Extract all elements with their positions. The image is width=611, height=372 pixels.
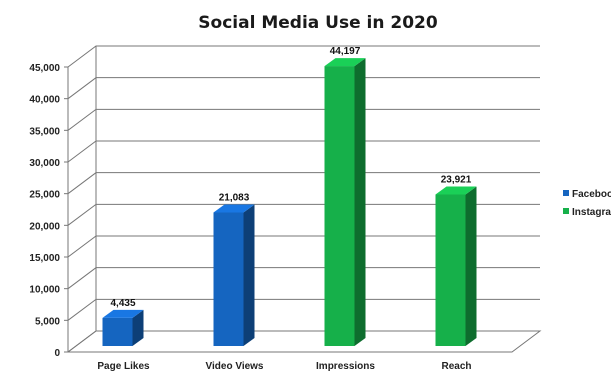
bar-side <box>132 309 144 346</box>
y-tick-label: 20,000 <box>29 221 60 232</box>
bar-front <box>102 317 133 346</box>
data-label: 23,921 <box>441 175 472 186</box>
bar <box>324 58 366 347</box>
x-category-label: Reach <box>441 361 471 372</box>
y-tick-label: 30,000 <box>29 158 60 169</box>
gridline <box>67 172 540 195</box>
y-tick-label: 40,000 <box>29 95 60 106</box>
gridline <box>67 77 540 100</box>
y-tick-label: 10,000 <box>29 285 60 296</box>
x-category-label: Video Views <box>206 361 264 372</box>
y-tick-label: 35,000 <box>29 126 60 137</box>
y-tick-label: 5,000 <box>35 316 60 327</box>
bars: 4,435 21,083 44,197 23,921 <box>102 46 477 347</box>
legend-label: Instagram <box>572 207 611 218</box>
bar-top <box>324 58 366 67</box>
bar-front <box>324 66 355 346</box>
y-tick-label: 15,000 <box>29 253 60 264</box>
bar <box>213 204 255 346</box>
chart-title: Social Media Use in 2020 <box>198 13 438 33</box>
gridline <box>67 108 540 131</box>
bar-front <box>213 212 244 346</box>
legend-swatch <box>563 208 569 214</box>
y-axis-ticks: 0 5,000 10,000 15,000 20,000 25,000 30,000 35,0… <box>29 63 68 359</box>
bar-top <box>435 186 477 195</box>
bar-top <box>213 204 255 213</box>
legend: Facebook Instagram <box>563 189 611 218</box>
data-label: 4,435 <box>110 298 135 309</box>
y-tick-label: 0 <box>54 348 60 359</box>
x-category-label: Page Likes <box>97 361 150 372</box>
bar <box>102 309 144 346</box>
bar-front <box>435 194 466 346</box>
y-tick-label: 45,000 <box>29 63 60 74</box>
gridline <box>67 235 540 258</box>
legend-label: Facebook <box>572 189 611 200</box>
data-label: 44,197 <box>330 46 361 57</box>
gridline <box>67 45 540 68</box>
data-label: 21,083 <box>219 192 250 203</box>
gridline <box>67 140 540 163</box>
y-tick-label: 25,000 <box>29 190 60 201</box>
bar-side <box>354 58 366 347</box>
gridline <box>67 267 540 290</box>
x-category-label: Impressions <box>316 361 375 372</box>
bar-side <box>465 186 477 346</box>
bar <box>435 186 477 346</box>
gridline <box>67 298 540 321</box>
gridlines <box>67 45 540 353</box>
legend-swatch <box>563 190 569 196</box>
bar-side <box>243 204 255 346</box>
x-axis-labels: Page Likes Video Views Impressions Reach <box>97 361 471 372</box>
gridline <box>67 203 540 226</box>
bar-top <box>102 309 144 318</box>
gridline <box>67 330 540 353</box>
